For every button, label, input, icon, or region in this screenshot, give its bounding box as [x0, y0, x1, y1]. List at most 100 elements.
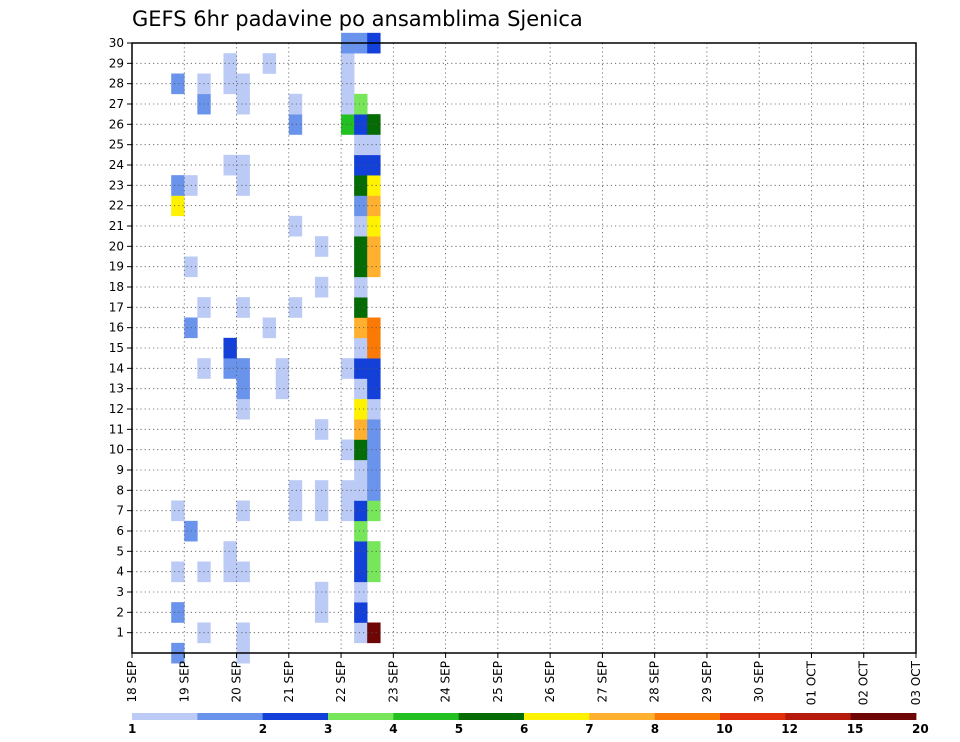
colorbar-swatch — [654, 713, 721, 720]
heatmap-cell — [341, 358, 355, 379]
heatmap-cell — [236, 378, 250, 400]
heatmap-cell — [354, 93, 368, 115]
heatmap-cell — [367, 236, 381, 257]
heatmap-cell — [171, 175, 185, 196]
y-axis: 1234567891011121314151617181920212223242… — [109, 36, 132, 640]
heatmap-cell — [341, 93, 355, 115]
x-tick-label: 01 OCT — [804, 660, 818, 705]
heatmap-cell — [236, 398, 250, 420]
heatmap-cell — [367, 419, 381, 440]
heatmap-cell — [367, 317, 381, 339]
heatmap-cell — [354, 276, 368, 298]
heatmap-cell — [367, 134, 381, 156]
heatmap-cell — [367, 175, 381, 196]
heatmap-cell — [275, 358, 290, 379]
y-tick-label: 26 — [109, 117, 124, 131]
colorbar-label: 5 — [455, 722, 463, 736]
x-tick-label: 18 SEP — [125, 661, 139, 703]
heatmap-cell — [223, 541, 237, 562]
heatmap-cell — [341, 73, 355, 95]
y-tick-label: 12 — [109, 402, 124, 416]
heatmap-cell — [223, 73, 237, 95]
heatmap-cell — [354, 337, 368, 359]
heatmap-cell — [367, 358, 381, 379]
x-tick-label: 24 SEP — [439, 661, 453, 703]
heatmap-cell — [354, 358, 368, 379]
heatmap-cell — [275, 378, 290, 400]
heatmap-cell — [236, 154, 250, 176]
x-tick-label: 25 SEP — [491, 661, 505, 703]
colorbar-label: 15 — [847, 722, 864, 736]
colorbar-label: 7 — [585, 722, 593, 736]
heatmap-cell — [236, 93, 250, 115]
heatmap-cell — [236, 358, 250, 379]
x-tick-label: 30 SEP — [752, 661, 766, 703]
colorbar-swatch — [720, 713, 786, 720]
heatmap-cell — [341, 480, 355, 501]
y-tick-label: 3 — [116, 585, 124, 599]
heatmap-cell — [223, 154, 237, 176]
heatmap-cell — [354, 602, 368, 623]
heatmap-cell — [236, 297, 250, 318]
heatmap-cell — [367, 480, 381, 501]
y-tick-label: 29 — [109, 56, 124, 70]
heatmap-cell — [354, 236, 368, 257]
heatmap-cell — [171, 500, 185, 522]
heatmap-cell — [367, 439, 381, 461]
heatmap-cell — [262, 53, 277, 74]
heatmap-cell — [341, 114, 355, 135]
heatmap-cell — [367, 459, 381, 481]
colorbar-swatch — [262, 713, 329, 720]
y-tick-label: 9 — [116, 463, 124, 477]
y-tick-label: 17 — [109, 300, 124, 314]
colorbar-label: 12 — [781, 722, 798, 736]
y-tick-label: 25 — [109, 138, 124, 152]
x-tick-label: 26 SEP — [543, 661, 557, 703]
heatmap-cell — [354, 520, 368, 542]
heatmap-cell — [223, 53, 237, 74]
heatmap-cell — [354, 398, 368, 420]
heatmap-cell — [367, 622, 381, 644]
colorbar: 1 2 3 4 5 6 7 8 10 12 15 20 — [128, 713, 929, 736]
heatmap-cell — [367, 541, 381, 562]
y-tick-label: 7 — [116, 504, 124, 518]
x-tick-label: 29 SEP — [700, 661, 714, 703]
heatmap-cell — [236, 73, 250, 95]
heatmap-cell — [223, 337, 237, 359]
heatmap-cell — [354, 500, 368, 522]
heatmap-cell — [341, 500, 355, 522]
y-tick-label: 13 — [109, 382, 124, 396]
heatmap-cell — [354, 581, 368, 603]
colorbar-label: 10 — [716, 722, 733, 736]
heatmap-cell — [223, 561, 237, 583]
y-tick-label: 24 — [109, 158, 124, 172]
x-axis: 18 SEP 19 SEP 20 SEP 21 SEP 22 SEP 23 SEP 24 S… — [125, 653, 923, 705]
heatmap-cell — [354, 419, 368, 440]
heatmap-cell — [354, 134, 368, 156]
y-tick-label: 6 — [116, 524, 124, 538]
chart-title: GEFS 6hr padavine po ansamblima Sjenica — [132, 7, 583, 31]
heatmap-cell — [171, 73, 185, 95]
colorbar-label: 3 — [324, 722, 332, 736]
y-tick-label: 22 — [109, 199, 124, 213]
heatmap-cell — [354, 622, 368, 644]
y-tick-label: 18 — [109, 280, 124, 294]
heatmap-cell — [236, 561, 250, 583]
y-tick-label: 11 — [109, 422, 124, 436]
colorbar-swatch — [132, 713, 198, 720]
x-tick-label: 28 SEP — [648, 661, 662, 703]
y-tick-label: 19 — [109, 260, 124, 274]
heatmap-cell — [354, 256, 368, 278]
y-tick-label: 20 — [109, 239, 124, 253]
colorbar-swatch — [589, 713, 656, 720]
x-tick-label: 23 SEP — [386, 661, 400, 703]
y-tick-label: 23 — [109, 178, 124, 192]
heatmap-cell — [354, 317, 368, 339]
x-tick-label: 21 SEP — [282, 661, 296, 703]
x-tick-label: 20 SEP — [230, 661, 244, 703]
heatmap-cell — [367, 256, 381, 278]
heatmap-cell — [236, 500, 250, 522]
heatmap-cell — [354, 561, 368, 583]
heatmap-cell — [367, 215, 381, 237]
heatmap-cell — [367, 500, 381, 522]
